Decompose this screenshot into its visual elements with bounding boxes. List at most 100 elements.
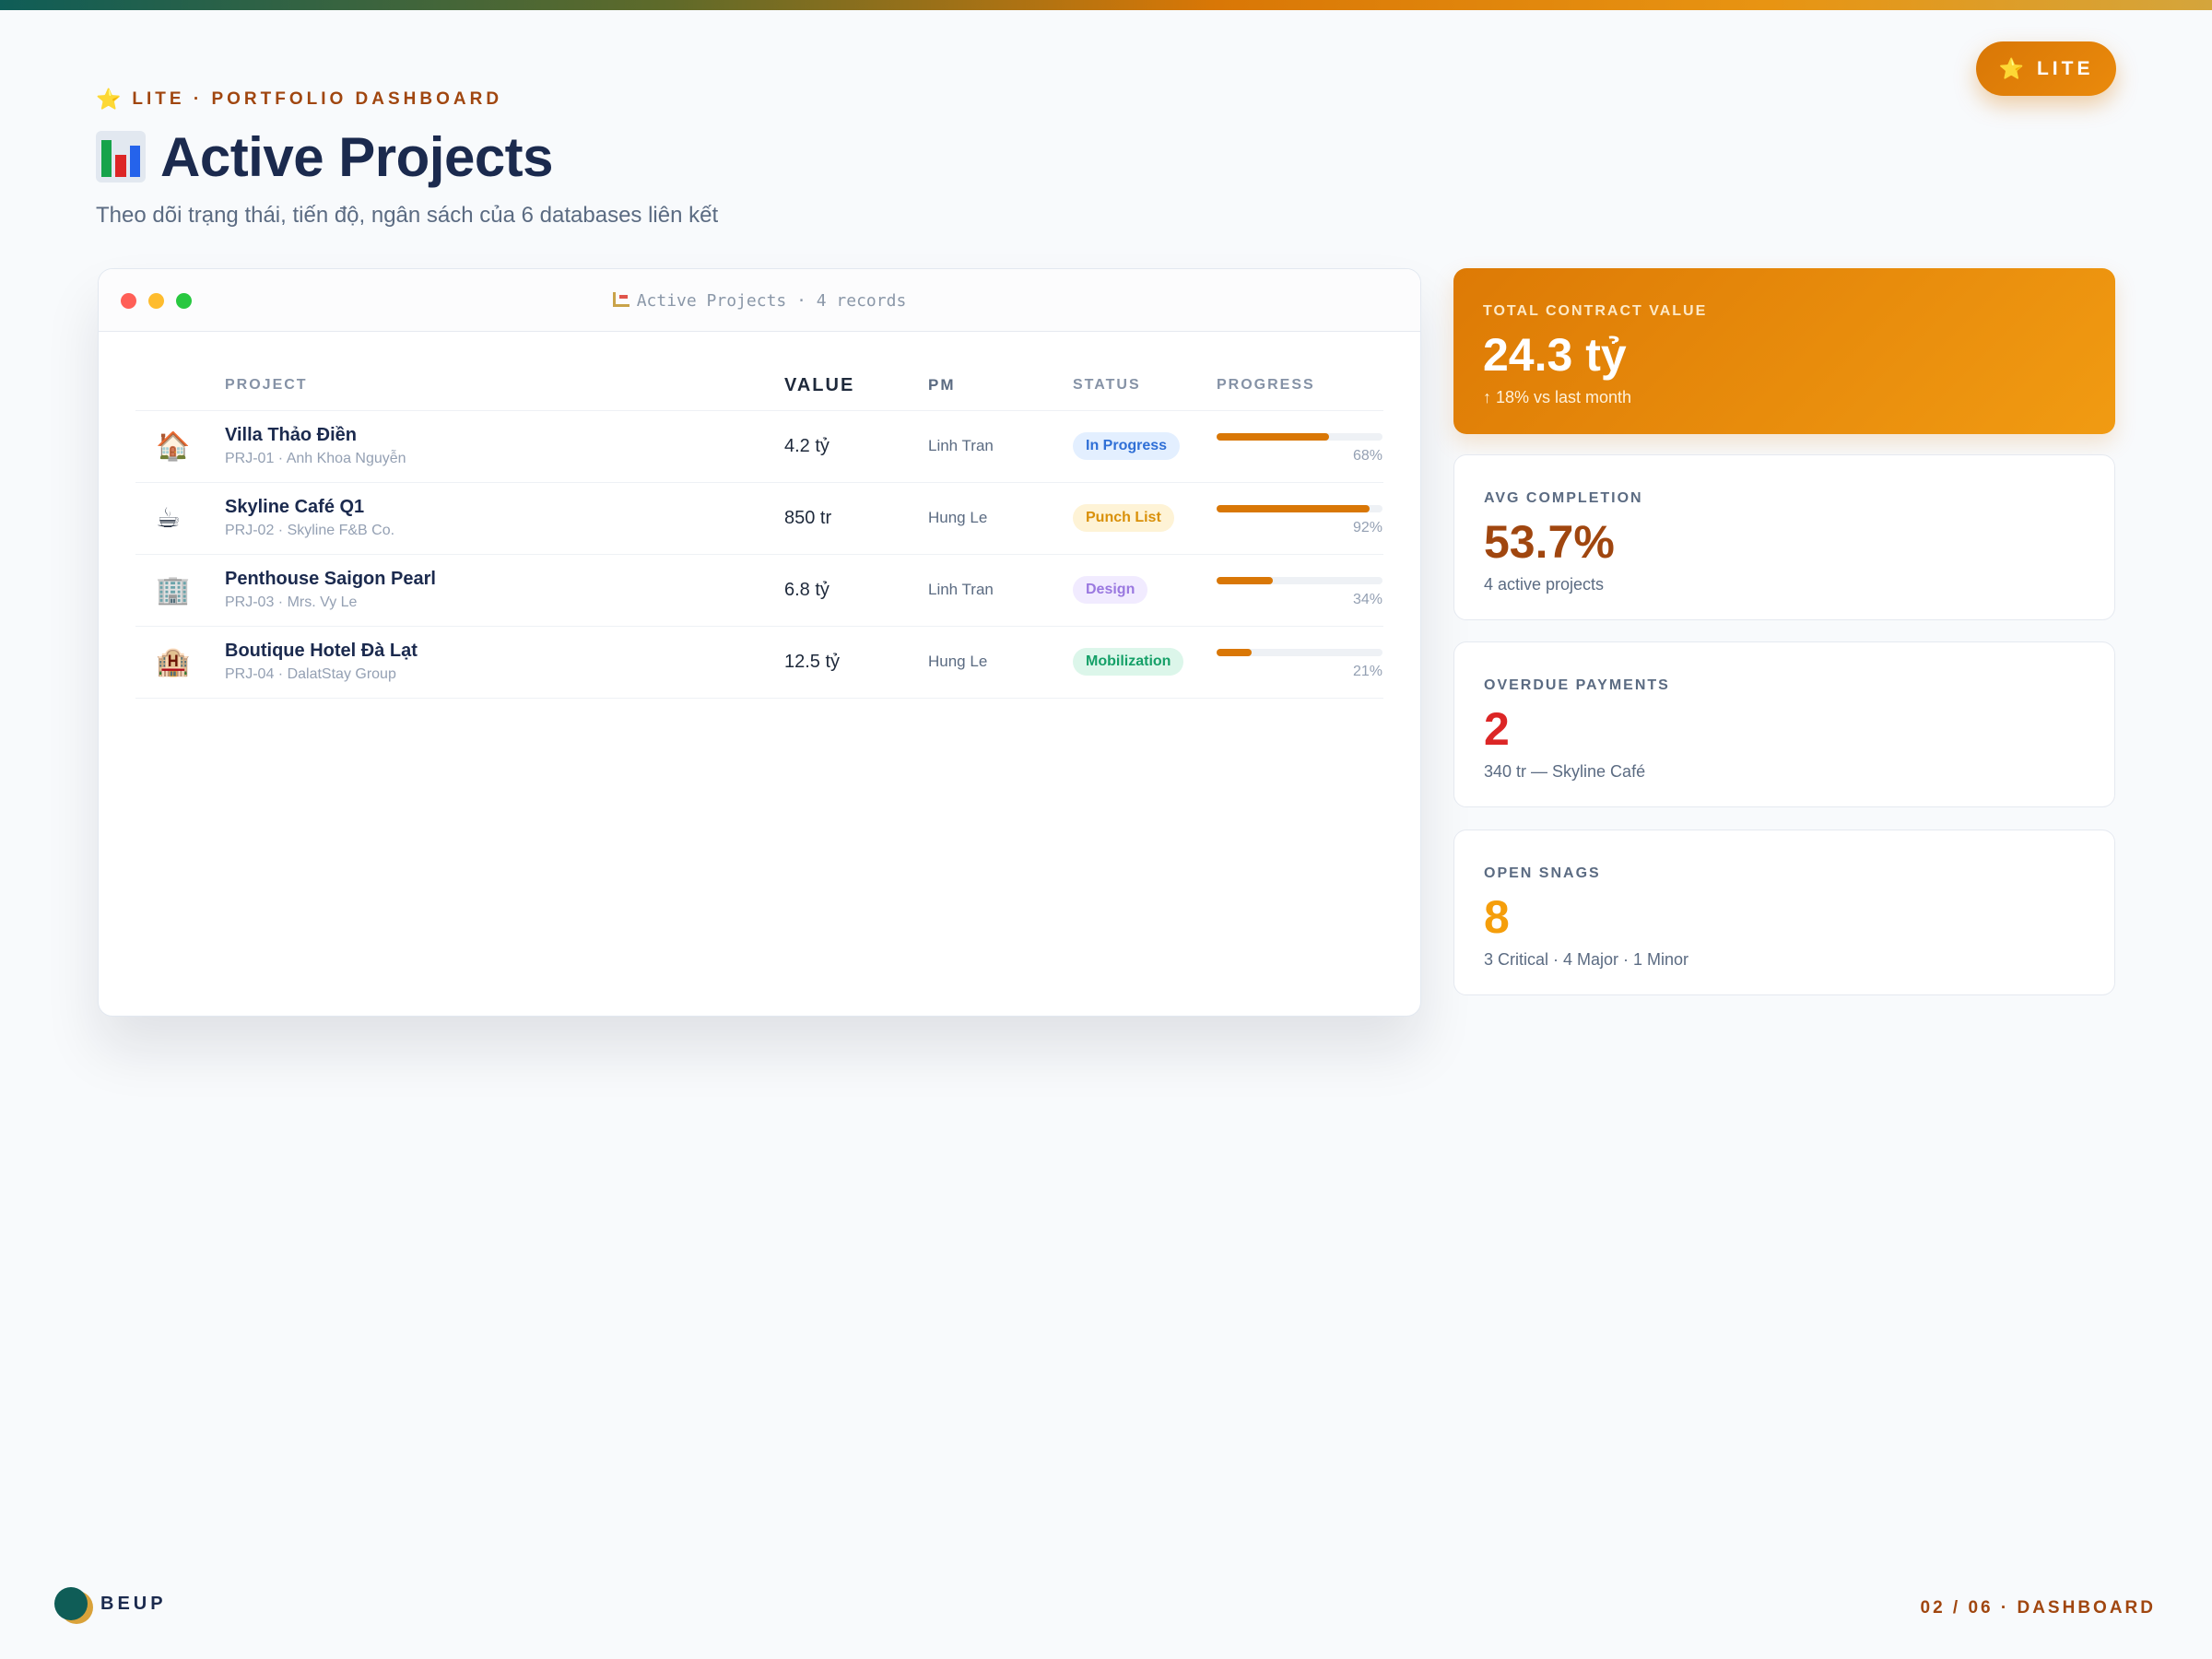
stat-note: 3 Critical · 4 Major · 1 Minor — [1484, 950, 1689, 969]
stat-note: 340 tr — Skyline Café — [1484, 762, 1646, 781]
open-snags-card[interactable]: OPEN SNAGS 8 3 Critical · 4 Major · 1 Mino… — [1453, 830, 2115, 995]
page-subtitle: Theo dõi trạng thái, tiến độ, ngân sách … — [96, 203, 719, 228]
maximize-window-button[interactable] — [176, 293, 192, 309]
stat-label: TOTAL CONTRACT VALUE — [1483, 303, 1708, 319]
stat-value: 24.3 tỷ — [1483, 329, 1627, 381]
project-value: 4.2 tỷ — [784, 410, 928, 483]
project-value: 850 tr — [784, 482, 928, 555]
table-row[interactable]: 🏠 Villa Thảo Điền PRJ-01 · Anh Khoa Nguyễn… — [135, 410, 1383, 483]
status-badge: Mobilization — [1073, 648, 1184, 676]
project-name[interactable]: Skyline Café Q1 — [225, 497, 365, 517]
minimize-window-button[interactable] — [148, 293, 164, 309]
project-code-client: PRJ-01 · Anh Khoa Nguyễn — [225, 451, 406, 466]
coffee-icon: ☕ — [156, 502, 181, 534]
stat-note: 4 active projects — [1484, 575, 1605, 594]
progress-percent: 92% — [1352, 520, 1382, 535]
lite-badge-button[interactable]: ⭐ LITE — [1976, 41, 2116, 96]
project-value: 12.5 tỷ — [784, 626, 928, 699]
page-indicator: 02 / 06 · DASHBOARD — [1920, 1598, 2156, 1618]
office-building-icon: 🏢 — [156, 574, 191, 606]
brand-logo: BEUP — [54, 1587, 167, 1620]
column-header-icon — [135, 358, 225, 411]
projects-table: PROJECT VALUE PM STATUS PROGRESS 🏠 Villa … — [135, 358, 1383, 699]
progress-cell: 68% — [1217, 410, 1383, 483]
avg-completion-card[interactable]: AVG COMPLETION 53.7% 4 active projects — [1453, 454, 2115, 620]
progress-bar-fill — [1217, 505, 1370, 512]
eyebrow-text: LITE · PORTFOLIO DASHBOARD — [132, 89, 503, 109]
project-cell[interactable]: Villa Thảo Điền PRJ-01 · Anh Khoa Nguyễn — [225, 410, 784, 483]
progress-bar — [1217, 649, 1382, 656]
column-header-project[interactable]: PROJECT — [225, 358, 784, 411]
stat-note: ↑ 18% vs last month — [1483, 388, 1632, 406]
project-code-client: PRJ-04 · DalatStay Group — [225, 666, 396, 682]
progress-cell: 92% — [1217, 482, 1383, 555]
column-header-value[interactable]: VALUE — [784, 358, 928, 411]
progress-percent: 21% — [1352, 664, 1382, 679]
brand-name: BEUP — [100, 1593, 167, 1614]
window-title: Active Projects · 4 records — [99, 291, 1420, 311]
projects-window: Active Projects · 4 records PROJECT VALU… — [98, 268, 1421, 1017]
project-name[interactable]: Boutique Hotel Đà Lạt — [225, 641, 418, 661]
star-icon: ⭐ — [96, 88, 122, 111]
table-row[interactable]: ☕ Skyline Café Q1 PRJ-02 · Skyline F&B Co.… — [135, 482, 1383, 555]
project-cell[interactable]: Skyline Café Q1 PRJ-02 · Skyline F&B Co. — [225, 482, 784, 555]
page-title: Active Projects — [96, 120, 554, 194]
eyebrow: ⭐ LITE · PORTFOLIO DASHBOARD — [96, 88, 502, 111]
stat-value: 53.7% — [1484, 516, 1615, 568]
status-badge: Design — [1073, 576, 1148, 604]
progress-bar-fill — [1217, 649, 1252, 656]
progress-cell: 21% — [1217, 626, 1383, 699]
project-name[interactable]: Villa Thảo Điền — [225, 425, 357, 445]
progress-percent: 68% — [1352, 448, 1382, 464]
project-icon-cell: 🏨 — [135, 626, 225, 699]
status-cell: Design — [1073, 554, 1217, 627]
total-contract-value-card[interactable]: TOTAL CONTRACT VALUE 24.3 tỷ ↑ 18% vs last… — [1453, 268, 2115, 434]
window-title-text: Active Projects · 4 records — [636, 291, 907, 311]
status-cell: Mobilization — [1073, 626, 1217, 699]
column-header-progress[interactable]: PROGRESS — [1217, 358, 1383, 411]
progress-bar — [1217, 433, 1382, 441]
stat-value: 2 — [1484, 703, 1510, 755]
progress-bar-fill — [1217, 577, 1274, 584]
progress-bar-fill — [1217, 433, 1330, 441]
project-manager: Linh Tran — [928, 554, 1073, 627]
table-header-row: PROJECT VALUE PM STATUS PROGRESS — [135, 358, 1383, 411]
close-window-button[interactable] — [121, 293, 136, 309]
stat-value: 8 — [1484, 891, 1510, 943]
progress-percent: 34% — [1352, 592, 1382, 607]
construction-crane-icon — [612, 292, 629, 307]
project-value: 6.8 tỷ — [784, 554, 928, 627]
bar-chart-icon — [96, 131, 146, 182]
window-titlebar: Active Projects · 4 records — [99, 269, 1420, 332]
project-code-client: PRJ-03 · Mrs. Vy Le — [225, 594, 358, 610]
project-cell[interactable]: Penthouse Saigon Pearl PRJ-03 · Mrs. Vy L… — [225, 554, 784, 627]
hotel-icon: 🏨 — [156, 646, 191, 677]
stat-label: OPEN SNAGS — [1484, 865, 1601, 881]
project-manager: Linh Tran — [928, 410, 1073, 483]
status-cell: In Progress — [1073, 410, 1217, 483]
project-manager: Hung Le — [928, 482, 1073, 555]
status-badge: Punch List — [1073, 504, 1174, 532]
project-icon-cell: ☕ — [135, 482, 225, 555]
progress-cell: 34% — [1217, 554, 1383, 627]
project-icon-cell: 🏢 — [135, 554, 225, 627]
stat-label: OVERDUE PAYMENTS — [1484, 677, 1670, 693]
table-row[interactable]: 🏨 Boutique Hotel Đà Lạt PRJ-04 · DalatStay… — [135, 626, 1383, 699]
brand-mark-icon — [54, 1587, 88, 1620]
page-title-text: Active Projects — [160, 125, 554, 188]
overdue-payments-card[interactable]: OVERDUE PAYMENTS 2 340 tr — Skyline Café — [1453, 641, 2115, 807]
project-code-client: PRJ-02 · Skyline F&B Co. — [225, 523, 395, 538]
top-gradient-stripe — [0, 0, 2212, 10]
table-row[interactable]: 🏢 Penthouse Saigon Pearl PRJ-03 · Mrs. Vy … — [135, 554, 1383, 627]
stat-label: AVG COMPLETION — [1484, 490, 1643, 506]
progress-bar — [1217, 505, 1382, 512]
column-header-pm[interactable]: PM — [928, 358, 1073, 411]
project-manager: Hung Le — [928, 626, 1073, 699]
column-header-status[interactable]: STATUS — [1073, 358, 1217, 411]
lite-badge-label: LITE — [2036, 57, 2094, 79]
progress-bar — [1217, 577, 1382, 584]
status-badge: In Progress — [1073, 432, 1181, 460]
project-cell[interactable]: Boutique Hotel Đà Lạt PRJ-04 · DalatStay … — [225, 626, 784, 699]
project-name[interactable]: Penthouse Saigon Pearl — [225, 569, 436, 589]
house-icon: 🏠 — [156, 430, 191, 462]
